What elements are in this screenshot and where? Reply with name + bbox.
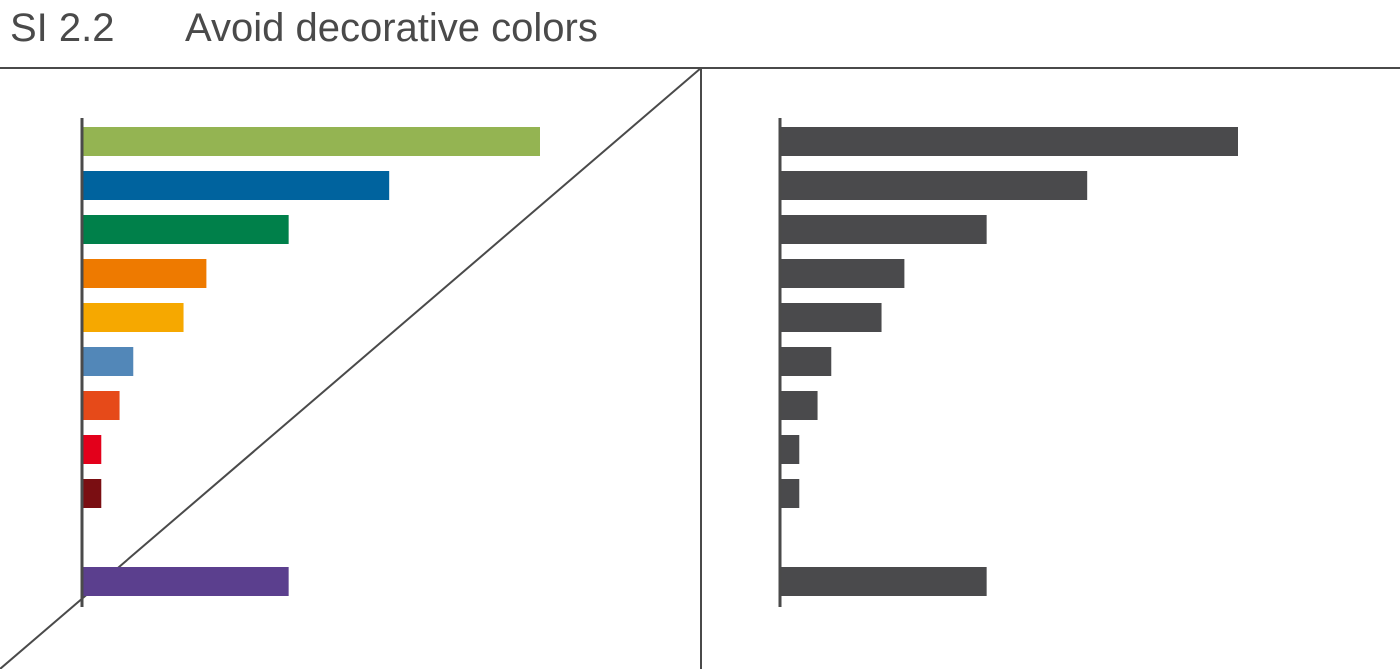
single-color-bar-8 bbox=[781, 435, 800, 464]
decorative-bar-2 bbox=[83, 171, 390, 200]
chart-decorative-colors bbox=[80, 118, 540, 607]
single-color-bar-1 bbox=[781, 127, 1238, 156]
single-color-bar-2 bbox=[781, 171, 1088, 200]
single-color-bar-5 bbox=[781, 303, 882, 332]
chart-single-color bbox=[778, 118, 1238, 607]
single-color-bar-6 bbox=[781, 347, 832, 376]
decorative-bar-6 bbox=[83, 347, 134, 376]
decorative-bar-9 bbox=[83, 479, 102, 508]
single-color-bar-9 bbox=[781, 479, 800, 508]
single-color-bar-7 bbox=[781, 391, 818, 420]
page-title: Avoid decorative colors bbox=[185, 6, 598, 50]
single-color-bar-11 bbox=[781, 567, 987, 596]
decorative-bar-11 bbox=[83, 567, 289, 596]
decorative-bar-4 bbox=[83, 259, 207, 288]
section-code: SI 2.2 bbox=[10, 6, 115, 50]
decorative-bar-7 bbox=[83, 391, 120, 420]
single-color-bar-4 bbox=[781, 259, 905, 288]
decorative-bar-8 bbox=[83, 435, 102, 464]
single-color-bar-3 bbox=[781, 215, 987, 244]
decorative-bar-5 bbox=[83, 303, 184, 332]
decorative-bar-1 bbox=[83, 127, 540, 156]
decorative-bar-3 bbox=[83, 215, 289, 244]
